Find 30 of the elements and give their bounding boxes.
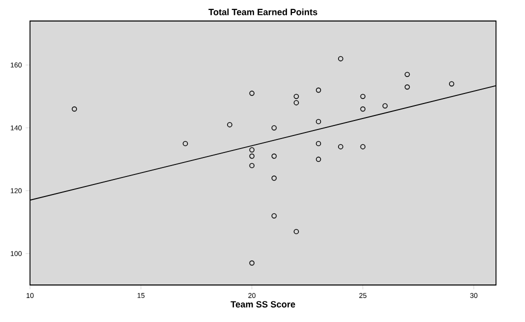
point: [316, 118, 322, 124]
point: [272, 213, 277, 218]
point: [382, 103, 388, 108]
point: [249, 260, 255, 266]
point: [294, 228, 299, 234]
point: [360, 106, 366, 112]
point: [404, 84, 410, 90]
point: [294, 100, 299, 106]
point: [338, 56, 344, 62]
point: [272, 154, 277, 159]
point: [249, 90, 255, 96]
point: [316, 156, 322, 162]
point: [249, 154, 255, 159]
point: [294, 94, 299, 100]
point: [360, 94, 366, 100]
point: [249, 162, 255, 168]
point: [182, 140, 188, 146]
point: [360, 144, 366, 150]
point: [249, 147, 255, 152]
chart-title: Total Team Earned Points: [208, 8, 318, 16]
point: [316, 140, 322, 146]
x-axis-title: Team SS Score: [230, 301, 296, 308]
point: [272, 125, 277, 130]
point: [404, 72, 410, 78]
point: [449, 81, 454, 86]
point: [338, 144, 344, 150]
point: [227, 122, 232, 128]
point: [316, 88, 322, 93]
point: [272, 176, 277, 181]
point: [72, 106, 77, 112]
